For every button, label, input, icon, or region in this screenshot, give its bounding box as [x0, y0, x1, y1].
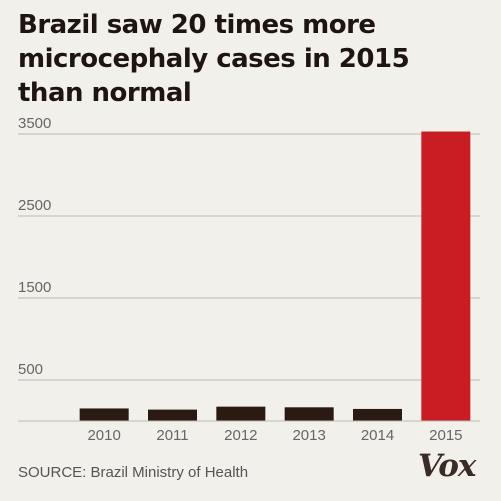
bar-2010 — [79, 408, 129, 421]
y-tick-label: 2500 — [18, 197, 51, 214]
x-tick-label: 2011 — [156, 427, 188, 444]
bar-2014 — [353, 408, 402, 421]
y-tick-label: 3500 — [18, 115, 51, 132]
y-tick-label: 500 — [18, 361, 43, 378]
bar-2013 — [284, 407, 334, 421]
x-tick-label: 2015 — [429, 427, 462, 444]
title-line-3: than normal — [18, 78, 192, 108]
bar-2011 — [148, 409, 197, 421]
chart-title: Brazil saw 20 times more microcephaly ca… — [18, 8, 488, 110]
x-tick-label: 2013 — [292, 427, 325, 444]
y-tick-label: 1500 — [18, 279, 51, 296]
x-tick-label: 2010 — [87, 427, 120, 444]
vox-logo: Vox — [418, 448, 476, 484]
title-line-2: microcephaly cases in 2015 — [18, 44, 410, 74]
bar-2012 — [216, 406, 266, 421]
source-note: SOURCE: Brazil Ministry of Health — [18, 464, 249, 481]
x-tick-label: 2012 — [224, 427, 257, 444]
bar-2015 — [421, 131, 471, 422]
title-line-1: Brazil saw 20 times more — [18, 10, 376, 40]
x-tick-label: 2014 — [361, 427, 394, 444]
